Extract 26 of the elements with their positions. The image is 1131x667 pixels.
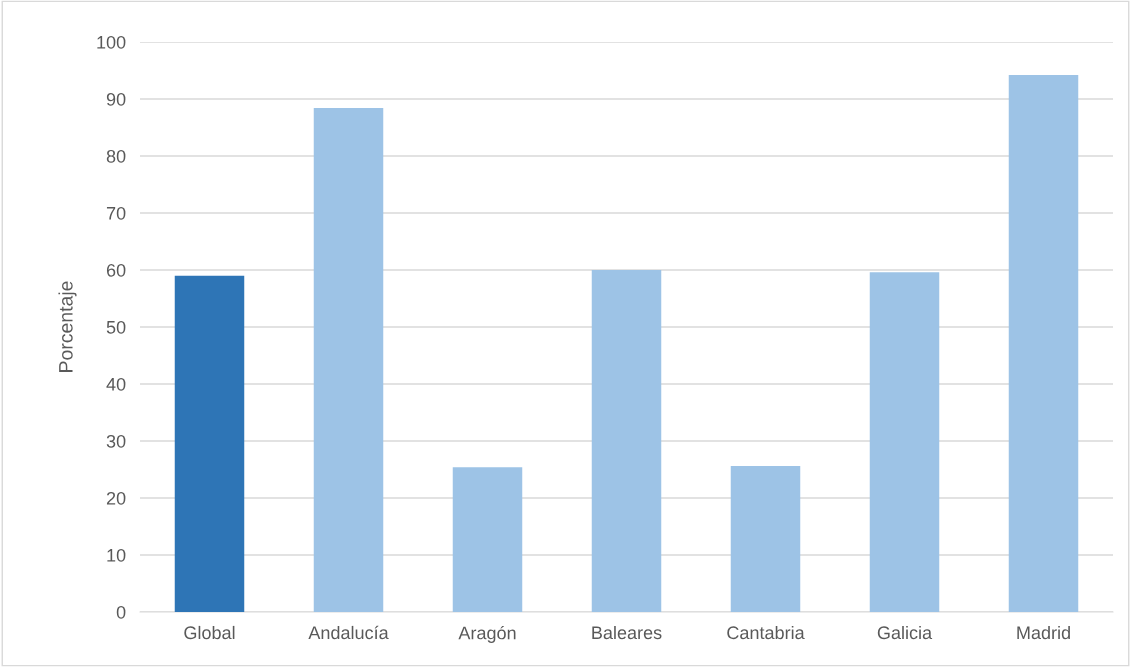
y-tick-label: 90 <box>106 92 126 106</box>
x-tick-label: Madrid <box>1017 625 1070 640</box>
bar <box>730 466 801 612</box>
y-axis-title: Porcentaje <box>58 281 77 372</box>
y-tick-label: 80 <box>106 149 126 163</box>
y-tick-label: 70 <box>106 206 126 220</box>
y-tick-label: 40 <box>106 377 126 391</box>
x-tick-label: Galicia <box>877 625 933 640</box>
x-tick-label: Cantabria <box>727 625 805 640</box>
bar <box>313 108 384 612</box>
y-tick-label: 60 <box>106 263 126 277</box>
y-tick-label: 50 <box>106 320 126 334</box>
bar <box>869 272 940 612</box>
y-tick-label: 20 <box>106 491 126 505</box>
bar <box>1008 75 1079 612</box>
x-tick-label: Aragón <box>458 625 516 643</box>
x-tick-label: Andalucía <box>308 625 389 640</box>
x-tick-label: Global <box>184 625 235 640</box>
bar <box>452 467 523 612</box>
x-tick-label: Baleares <box>592 625 662 640</box>
bar <box>591 270 662 612</box>
bar <box>174 275 245 612</box>
y-tick-label: 10 <box>107 548 126 562</box>
y-tick-label: 100 <box>97 35 126 49</box>
y-tick-label: 30 <box>106 434 126 448</box>
y-tick-label: 0 <box>116 605 126 619</box>
